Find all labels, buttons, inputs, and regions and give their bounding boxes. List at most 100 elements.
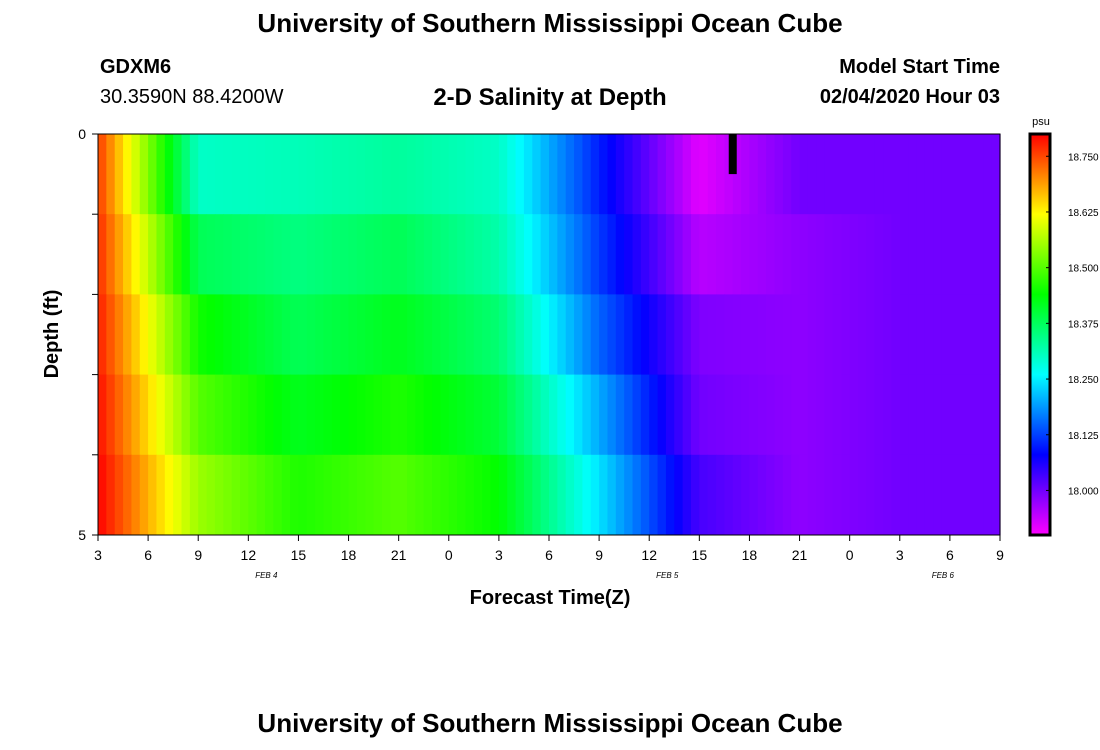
heatmap-cell	[457, 374, 467, 456]
heatmap-cell	[114, 374, 124, 456]
heatmap-cell	[807, 214, 817, 295]
y-axis-ticks: 05	[78, 126, 98, 543]
heatmap-cell	[373, 134, 383, 215]
heatmap-cell	[799, 294, 809, 375]
heatmap-cell	[407, 214, 416, 295]
heatmap-cell	[883, 374, 893, 456]
heatmap-cell	[565, 454, 575, 536]
heatmap-cell	[741, 374, 751, 456]
heatmap-cell	[565, 374, 575, 456]
heatmap-cell	[432, 214, 442, 295]
heatmap-cell	[256, 134, 266, 215]
heatmap-cell	[306, 134, 316, 215]
heatmap-cell	[139, 134, 149, 215]
heatmap-cell	[874, 294, 884, 375]
heatmap-cell	[991, 374, 1001, 456]
heatmap-cell	[306, 214, 316, 295]
heatmap-cell	[532, 454, 542, 536]
heatmap-cell	[148, 134, 158, 215]
heatmap-cell	[891, 294, 901, 375]
heatmap-cell	[156, 374, 166, 456]
heatmap-cell	[98, 454, 107, 536]
heatmap-cell	[582, 134, 592, 215]
heatmap-cell	[148, 374, 158, 456]
heatmap-cell	[832, 134, 842, 215]
heatmap-cell	[440, 134, 450, 215]
heatmap-cell	[473, 374, 483, 456]
heatmap-cell	[323, 454, 333, 536]
heatmap-cell	[883, 294, 893, 375]
heatmap-cell	[457, 214, 467, 295]
heatmap-cell	[482, 294, 492, 375]
heatmap-cell	[590, 374, 600, 456]
heatmap-cell	[974, 454, 984, 536]
heatmap-cell	[198, 294, 208, 375]
heatmap-cell	[214, 294, 224, 375]
heatmap-cell	[98, 374, 107, 456]
x-tick-label: 9	[194, 547, 202, 563]
heatmap-cell	[690, 214, 700, 295]
heatmap-cell	[741, 214, 751, 295]
heatmap-cell	[123, 134, 133, 215]
x-axis-label: Forecast Time(Z)	[470, 587, 631, 609]
x-tick-label: 0	[846, 547, 854, 563]
x-tick-label: 18	[341, 547, 357, 563]
heatmap-cell	[390, 374, 400, 456]
station-coordinates: 30.3590N 88.4200W	[100, 86, 284, 108]
heatmap-cell	[265, 374, 274, 456]
heatmap-cell	[649, 214, 659, 295]
heatmap-cell	[824, 454, 834, 536]
heatmap-cell	[523, 134, 533, 215]
heatmap-cell	[824, 134, 834, 215]
heatmap-cell	[373, 214, 383, 295]
heatmap-cell	[949, 214, 959, 295]
heatmap-cell	[306, 294, 316, 375]
heatmap-cell	[841, 294, 851, 375]
heatmap-cell	[323, 134, 333, 215]
heatmap-cell	[315, 134, 325, 215]
heatmap-cell	[983, 374, 993, 456]
heatmap-cell	[223, 134, 233, 215]
heatmap-cell	[749, 214, 759, 295]
heatmap-cell	[206, 294, 216, 375]
heatmap-cell	[340, 134, 350, 215]
heatmap-cell	[290, 454, 300, 536]
heatmap-cell	[640, 134, 650, 215]
heatmap-cell	[398, 294, 408, 375]
heatmap-cell	[924, 294, 934, 375]
heatmap-cell	[432, 294, 442, 375]
x-tick-label: 21	[792, 547, 808, 563]
heatmap-cell	[432, 134, 442, 215]
heatmap-cell	[490, 214, 500, 295]
heatmap-cell	[858, 374, 867, 456]
heatmap-cell	[415, 374, 425, 456]
heatmap-cell	[774, 214, 784, 295]
heatmap-cell	[757, 134, 767, 215]
heatmap-cell	[607, 134, 617, 215]
heatmap-cell	[248, 214, 258, 295]
heatmap-cell	[991, 454, 1001, 536]
heatmap-cell	[365, 454, 375, 536]
heatmap-cell	[607, 214, 617, 295]
heatmap-cell	[448, 214, 458, 295]
heatmap-cell	[373, 374, 383, 456]
heatmap-cell	[766, 294, 776, 375]
heatmap-cell	[716, 374, 725, 456]
heatmap-cell	[465, 214, 475, 295]
heatmap-cells	[98, 134, 1001, 536]
model-start-label: Model Start Time	[839, 56, 1000, 78]
heatmap-cell	[164, 214, 174, 295]
colorbar-gradient	[1030, 134, 1050, 535]
x-tick-label: 3	[94, 547, 102, 563]
heatmap-cell	[574, 374, 584, 456]
heatmap-cell	[699, 374, 709, 456]
heatmap-cell	[473, 134, 483, 215]
heatmap-cell	[273, 374, 283, 456]
heatmap-cell	[690, 294, 700, 375]
heatmap-cell	[983, 214, 993, 295]
heatmap-cell	[682, 134, 692, 215]
heatmap-cell	[365, 214, 375, 295]
heatmap-cell	[707, 134, 717, 215]
heatmap-cell	[908, 134, 918, 215]
heatmap-cell	[164, 454, 174, 536]
